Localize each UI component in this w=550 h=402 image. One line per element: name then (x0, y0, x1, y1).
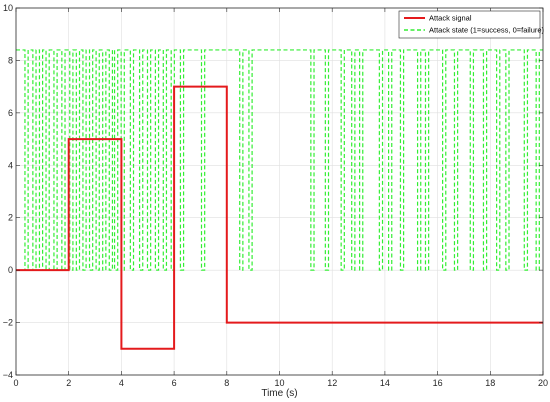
x-tick-label: 0 (13, 378, 18, 388)
y-tick-label: 8 (8, 55, 13, 65)
legend-label-attack-signal: Attack signal (429, 14, 472, 23)
x-tick-label: 8 (224, 378, 229, 388)
x-tick-label: 12 (327, 378, 337, 388)
x-tick-label: 14 (380, 378, 390, 388)
legend: Attack signal Attack state (1=success, 0… (398, 10, 545, 39)
y-tick-label: 2 (8, 213, 13, 223)
y-tick-label: 4 (8, 160, 13, 170)
attack-signal-line (16, 85, 543, 350)
x-tick-label: 4 (119, 378, 124, 388)
x-tick-label: 18 (485, 378, 495, 388)
x-axis-label: Time (s) (261, 388, 297, 399)
grid-lines (16, 8, 543, 375)
legend-box (398, 10, 541, 39)
axis-ticks: 0 2 4 6 8 10 12 14 16 18 20 −4 −2 0 2 4 6 8 10 (3, 3, 548, 388)
legend-label-attack-state: Attack state (1=success, 0=failure) (429, 26, 545, 35)
y-tick-label: 10 (3, 3, 13, 13)
x-tick-label: 2 (66, 378, 71, 388)
attack-state-line (16, 49, 543, 271)
x-tick-label: 10 (274, 378, 284, 388)
x-tick-label: 16 (433, 378, 443, 388)
y-tick-label: −2 (3, 318, 13, 328)
x-tick-label: 20 (538, 378, 548, 388)
y-tick-label: 6 (8, 108, 13, 118)
x-tick-label: 6 (172, 378, 177, 388)
y-tick-label: 0 (8, 265, 13, 275)
series-layer (16, 49, 543, 350)
y-tick-label: −4 (3, 370, 13, 380)
